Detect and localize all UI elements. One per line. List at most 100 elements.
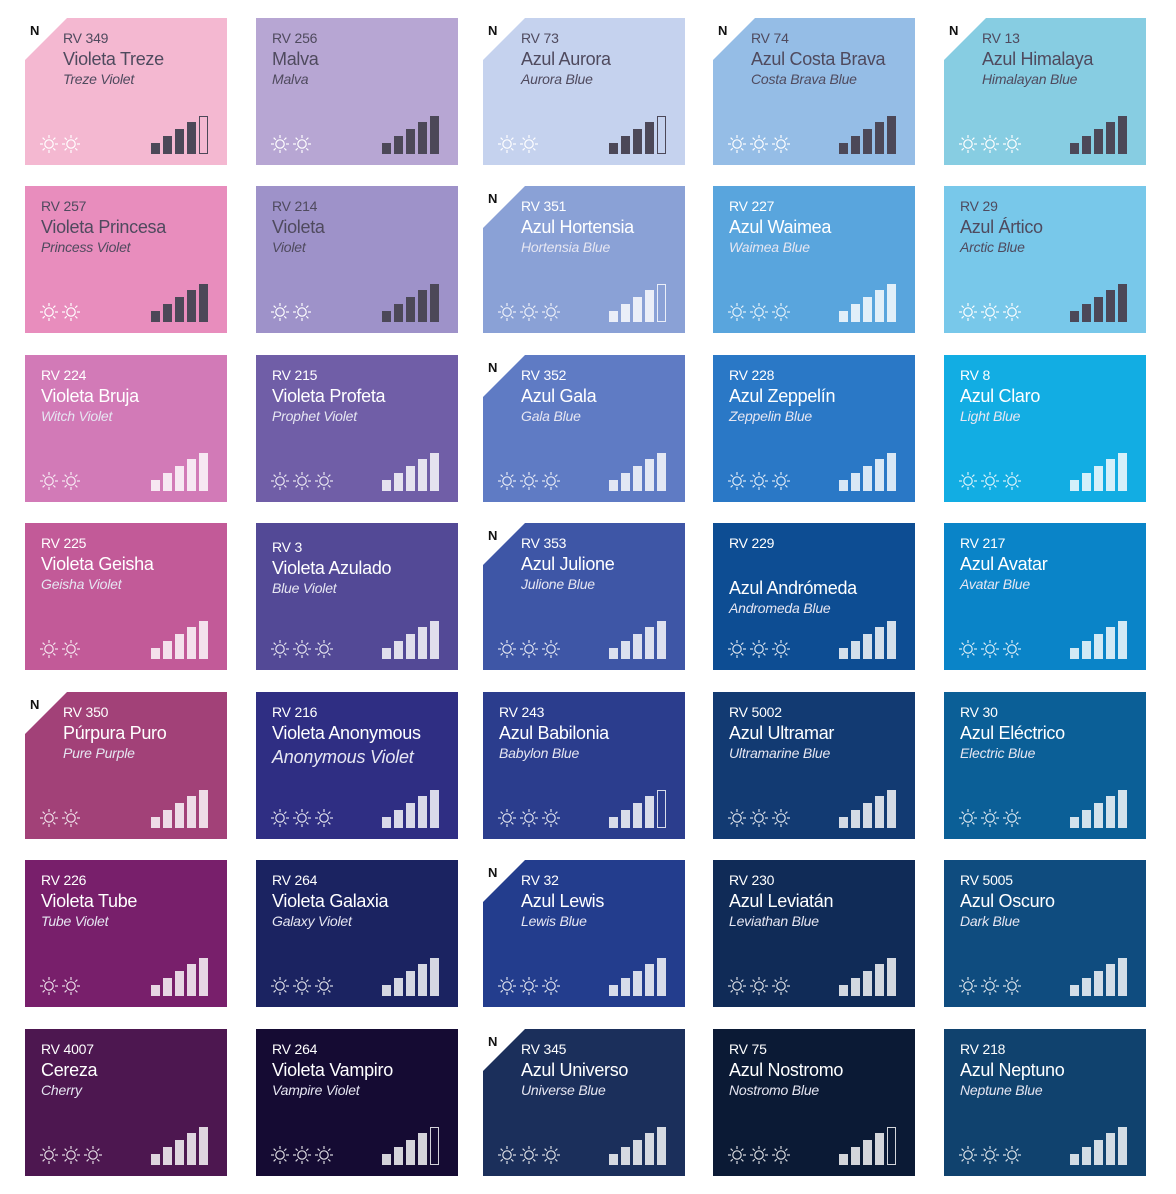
color-swatch-card[interactable]: N RV 13 Azul Himalaya Himalayan Blue <box>944 18 1146 165</box>
opacity-bar <box>1070 143 1079 154</box>
sun-icon <box>271 303 289 321</box>
opacity-bars-icon <box>609 284 671 322</box>
color-swatch-card[interactable]: N RV 351 Azul Hortensia Hortensia Blue <box>483 186 685 333</box>
color-name: Azul Eléctrico <box>960 723 1065 743</box>
color-swatch-card[interactable]: RV 216 Violeta Anonymous Anonymous Violet <box>256 692 458 839</box>
opacity-bars-icon <box>151 284 213 322</box>
opacity-bars-icon <box>151 958 213 996</box>
color-swatch-card[interactable]: RV 264 Violeta Vampiro Vampire Violet <box>256 1029 458 1176</box>
color-code: RV 225 <box>41 535 87 551</box>
opacity-bar <box>863 1140 872 1165</box>
opacity-bar <box>609 817 618 828</box>
opacity-bar <box>657 284 666 322</box>
color-code: RV 3 <box>272 539 303 555</box>
sun-icon <box>498 303 516 321</box>
opacity-bar <box>887 958 896 996</box>
opacity-bar <box>394 978 403 996</box>
color-swatch-card[interactable]: RV 225 Violeta Geisha Geisha Violet <box>25 523 227 670</box>
color-swatch-card[interactable]: RV 257 Violeta Princesa Princess Violet <box>25 186 227 333</box>
sun-icon <box>542 1146 560 1164</box>
sun-icon <box>271 472 289 490</box>
sun-icon <box>62 472 80 490</box>
opacity-bar <box>1070 817 1079 828</box>
color-swatch-card[interactable]: RV 230 Azul Leviatán Leviathan Blue <box>713 860 915 1007</box>
color-swatch-card[interactable]: RV 256 Malva Malva <box>256 18 458 165</box>
color-swatch-card[interactable]: RV 4007 Cereza Cherry <box>25 1029 227 1176</box>
color-name-english: Princess Violet <box>41 239 131 255</box>
color-swatch-card[interactable]: N RV 349 Violeta Treze Treze Violet <box>25 18 227 165</box>
color-swatch-card[interactable]: N RV 353 Azul Julione Julione Blue <box>483 523 685 670</box>
color-swatch-card[interactable]: RV 226 Violeta Tube Tube Violet <box>25 860 227 1007</box>
color-name: Azul Leviatán <box>729 891 834 911</box>
color-swatch-card[interactable]: N RV 352 Azul Gala Gala Blue <box>483 355 685 502</box>
new-badge-letter: N <box>718 23 728 38</box>
color-swatch-card[interactable]: RV 227 Azul Waimea Waimea Blue <box>713 186 915 333</box>
opacity-bar <box>851 641 860 659</box>
color-swatch-card[interactable]: RV 30 Azul Eléctrico Electric Blue <box>944 692 1146 839</box>
sun-icon <box>959 472 977 490</box>
opacity-bar <box>151 985 160 996</box>
color-code: RV 229 <box>729 535 775 551</box>
color-code: RV 75 <box>729 1041 767 1057</box>
color-swatch-card[interactable]: RV 5005 Azul Oscuro Dark Blue <box>944 860 1146 1007</box>
color-swatch-card[interactable]: N RV 345 Azul Universo Universe Blue <box>483 1029 685 1176</box>
opacity-bar <box>151 817 160 828</box>
color-name-english: Neptune Blue <box>960 1082 1043 1098</box>
color-name-english: Malva <box>272 71 309 87</box>
opacity-bar <box>875 964 884 996</box>
sun-icon <box>1003 303 1021 321</box>
color-swatch-card[interactable]: RV 217 Azul Avatar Avatar Blue <box>944 523 1146 670</box>
sun-icon <box>959 809 977 827</box>
opacity-bar <box>875 290 884 322</box>
opacity-bars-icon <box>609 621 671 659</box>
opacity-bar <box>151 480 160 491</box>
opacity-bar <box>1070 648 1079 659</box>
opacity-bars-icon <box>1070 790 1132 828</box>
new-badge-letter: N <box>488 191 498 206</box>
opacity-bar <box>175 129 184 154</box>
color-name: Azul Andrómeda <box>729 578 857 598</box>
color-swatch-card[interactable]: RV 243 Azul Babilonia Babylon Blue <box>483 692 685 839</box>
color-swatch-card[interactable]: RV 264 Violeta Galaxia Galaxy Violet <box>256 860 458 1007</box>
lightfastness-suns <box>958 808 1022 828</box>
color-code: RV 345 <box>521 1041 567 1057</box>
color-swatch-card[interactable]: RV 8 Azul Claro Light Blue <box>944 355 1146 502</box>
color-swatch-card[interactable]: RV 3 Violeta Azulado Blue Violet <box>256 523 458 670</box>
sun-icon <box>542 809 560 827</box>
lightfastness-suns <box>270 808 334 828</box>
color-code: RV 243 <box>499 704 545 720</box>
color-name: Violeta Tube <box>41 891 138 911</box>
lightfastness-suns <box>497 471 561 491</box>
sun-icon <box>315 472 333 490</box>
color-name: Azul Claro <box>960 386 1041 406</box>
color-swatch-card[interactable]: RV 75 Azul Nostromo Nostromo Blue <box>713 1029 915 1176</box>
color-name: Azul Costa Brava <box>751 49 886 69</box>
opacity-bar <box>1094 466 1103 491</box>
color-swatch-card[interactable]: N RV 350 Púrpura Puro Pure Purple <box>25 692 227 839</box>
color-swatch-card[interactable]: RV 228 Azul Zeppelín Zeppelin Blue <box>713 355 915 502</box>
color-swatch-card[interactable]: N RV 32 Azul Lewis Lewis Blue <box>483 860 685 1007</box>
opacity-bars-icon <box>839 1127 901 1165</box>
color-swatch-card[interactable]: RV 218 Azul Neptuno Neptune Blue <box>944 1029 1146 1176</box>
opacity-bar <box>406 466 415 491</box>
opacity-bar <box>418 1133 427 1165</box>
opacity-bar <box>1118 958 1127 996</box>
opacity-bar <box>621 304 630 322</box>
color-swatch-card[interactable]: RV 29 Azul Ártico Arctic Blue <box>944 186 1146 333</box>
color-swatch-card[interactable]: RV 229 Azul Andrómeda Andromeda Blue <box>713 523 915 670</box>
sun-icon <box>981 977 999 995</box>
color-name-english: Waimea Blue <box>729 239 810 255</box>
color-swatch-card[interactable]: RV 224 Violeta Bruja Witch Violet <box>25 355 227 502</box>
color-swatch-card[interactable]: N RV 74 Azul Costa Brava Costa Brava Blue <box>713 18 915 165</box>
color-swatch-card[interactable]: RV 214 Violeta Violet <box>256 186 458 333</box>
opacity-bar <box>394 473 403 491</box>
color-swatch-card[interactable]: RV 215 Violeta Profeta Prophet Violet <box>256 355 458 502</box>
new-badge-letter: N <box>949 23 959 38</box>
opacity-bar <box>621 810 630 828</box>
opacity-bar <box>1106 459 1115 491</box>
sun-icon <box>293 1146 311 1164</box>
new-badge-letter: N <box>488 23 498 38</box>
opacity-bar <box>163 810 172 828</box>
color-swatch-card[interactable]: RV 5002 Azul Ultramar Ultramarine Blue <box>713 692 915 839</box>
color-swatch-card[interactable]: N RV 73 Azul Aurora Aurora Blue <box>483 18 685 165</box>
